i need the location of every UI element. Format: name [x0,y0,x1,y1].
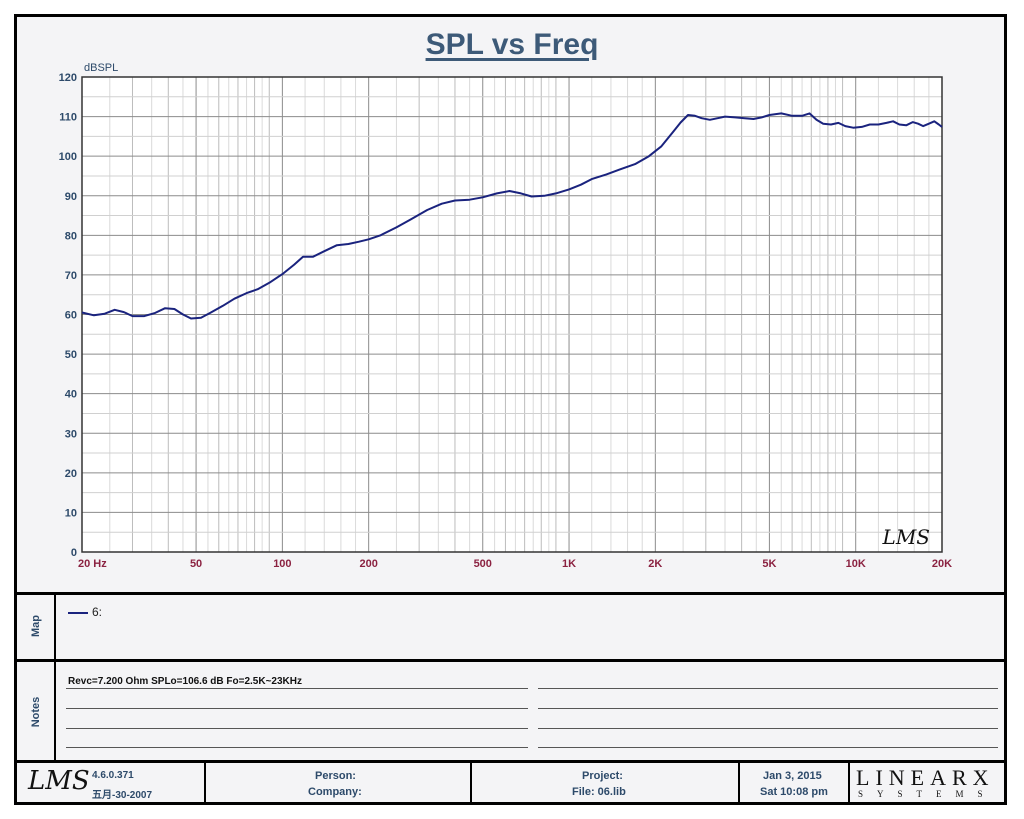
x-tick-label: 200 [359,558,377,570]
y-tick-label: 90 [65,191,77,203]
date-text: Jan 3, 2015 [763,770,822,782]
notes-panel-top-border [14,659,1007,662]
note-line [66,688,528,689]
time-text: Sat 10:08 pm [760,786,828,798]
y-tick-label: 110 [59,112,77,124]
y-tick-label: 50 [65,349,77,361]
project-label: Project: [582,770,623,782]
note-line [538,708,998,709]
note-line [66,728,528,729]
footer-divider [204,763,206,805]
x-tick-label: 50 [190,558,202,570]
plot-frame [81,76,943,553]
spl-chart: 0 10 20 30 40 50 60 70 80 90 100 110 120 dBSPL 20 Hz 50… [59,62,953,570]
note-line [66,747,528,748]
x-tick-label: 10K [846,558,866,570]
lms-logo: LMS [28,766,90,796]
linearx-subtitle: SYSTEMS [858,789,997,799]
y-tick-label: 80 [65,230,77,242]
file-label: File: 06.lib [572,786,626,798]
x-tick-label: 100 [273,558,291,570]
x-tick-label: 1K [562,558,576,570]
footer-divider [738,763,740,805]
y-tick-label: 70 [65,270,77,282]
notes-label: Notes [30,696,42,728]
notes-label-divider [54,662,56,762]
company-label: Company: [308,786,362,798]
note-line [538,747,998,748]
series-line [81,112,943,320]
x-tick-label: 2K [648,558,662,570]
map-label-divider [54,595,56,661]
footer-top-border [14,760,1007,763]
x-tick-label: 5K [762,558,776,570]
notes-text: Revc=7.200 Ohm SPLo=106.6 dB Fo=2.5K~23K… [68,676,302,687]
y-axis-label: dBSPL [84,62,118,74]
map-label: Map [30,615,42,637]
x-tick-label: 500 [474,558,492,570]
y-tick-label: 100 [59,151,77,163]
note-line [538,728,998,729]
note-line [538,688,998,689]
legend-swatch [68,612,88,614]
y-tick-label: 60 [65,310,77,322]
version-text: 4.6.0.371 [92,770,134,781]
y-tick-label: 10 [65,507,77,519]
legend-entry: 6: [92,605,103,619]
y-tick-label: 30 [65,428,77,440]
y-tick-label: 40 [65,389,77,401]
lms-watermark: LMS [882,525,930,549]
x-tick-label: 20K [932,558,952,570]
note-line [66,708,528,709]
chart-title: SPL vs Freq [425,28,599,61]
y-tick-label: 20 [65,468,77,480]
footer-divider [470,763,472,805]
y-tick-label: 0 [71,547,77,559]
map-panel-top-border [14,592,1007,595]
footer-divider [848,763,850,805]
y-tick-label: 120 [59,72,77,84]
linearx-logo: LINEARX [856,765,995,790]
person-label: Person: [315,770,356,782]
x-tick-label: 20 Hz [78,558,107,570]
build-date-text: 五月-30-2007 [92,790,153,801]
